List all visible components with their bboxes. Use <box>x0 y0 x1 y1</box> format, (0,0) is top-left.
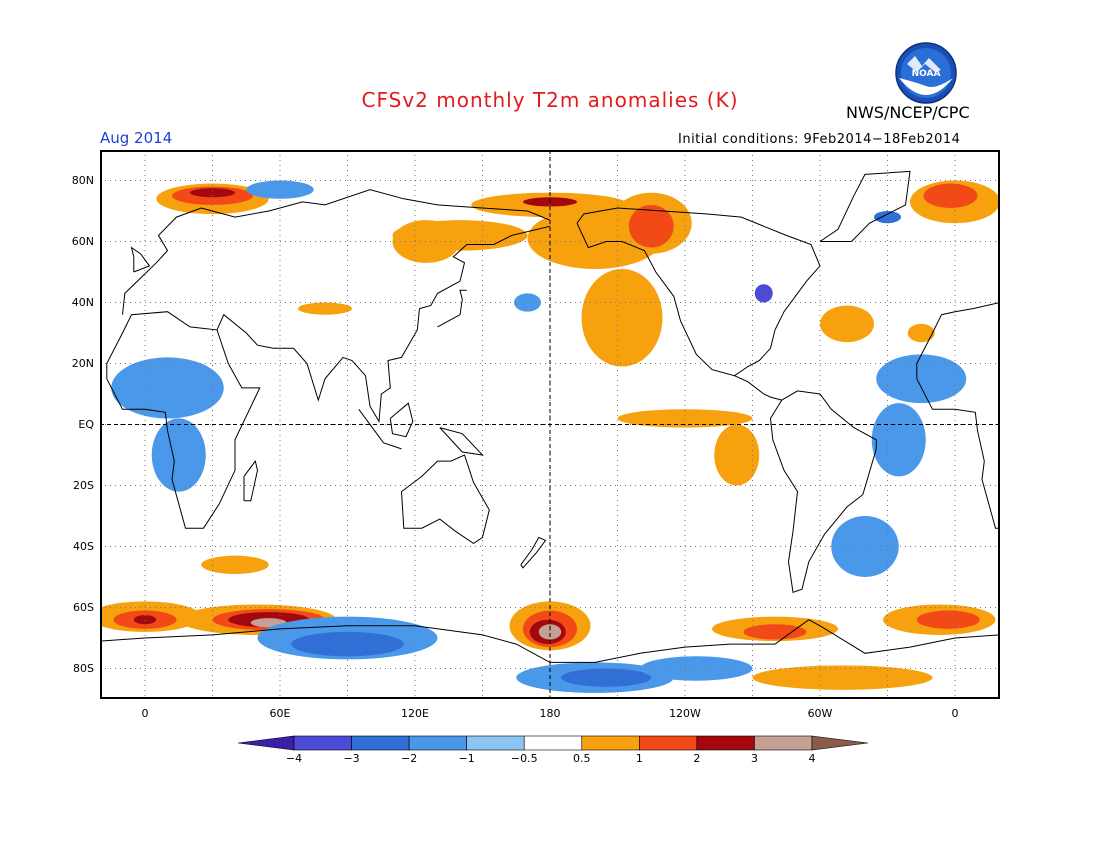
anomaly-region <box>151 418 206 492</box>
anomaly-region <box>916 610 980 629</box>
coastlines <box>100 170 1000 663</box>
colorbar-box <box>408 735 467 751</box>
anomaly-region <box>752 665 933 690</box>
latitude-tick-label: EQ <box>78 417 94 431</box>
colorbar-tick-label: 1 <box>635 752 643 765</box>
initial-conditions-label: Initial conditions: 9Feb2014−18Feb2014 <box>678 132 961 147</box>
coastline <box>520 536 547 569</box>
anomaly-region <box>628 204 674 248</box>
coastline <box>389 402 414 438</box>
latitude-tick-label: 60S <box>73 600 94 614</box>
colorbar-high-triangle <box>811 735 868 751</box>
anomaly-region <box>298 302 352 315</box>
colorbar-box <box>581 735 640 751</box>
anomaly-region <box>561 668 652 687</box>
coastline <box>576 207 821 377</box>
anomaly-region <box>111 357 224 419</box>
coastline <box>734 375 782 401</box>
colorbar-low-triangle <box>238 735 295 751</box>
colorbar-tick-label: 3 <box>750 752 758 765</box>
anomaly-region <box>714 424 760 486</box>
coastline <box>401 454 490 545</box>
colorbar-tick-label: −4 <box>285 752 303 765</box>
anomaly-region <box>820 305 874 343</box>
anomaly-region <box>201 555 269 574</box>
longitude-tick-label: 60W <box>807 707 833 720</box>
longitude-tick-label: 120E <box>401 707 429 720</box>
anomaly-region <box>190 188 235 198</box>
colorbar-tick-label: −0.5 <box>510 752 538 765</box>
latitude-tick-label: 20S <box>73 478 94 492</box>
colorbar-box <box>639 735 698 751</box>
coastline <box>106 311 261 529</box>
anomaly-region <box>617 409 753 428</box>
anomaly-region <box>581 268 663 367</box>
latitude-tick-label: 40N <box>71 295 94 309</box>
coastline <box>122 189 551 315</box>
longitude-tick-label: 120W <box>669 707 701 720</box>
colorbar-box <box>351 735 410 751</box>
colorbar-box <box>466 735 525 751</box>
colorbar-tick-label: 2 <box>693 752 701 765</box>
coastline <box>439 427 484 456</box>
agency-label: NWS/NCEP/CPC <box>846 103 970 122</box>
colorbar-box <box>696 735 755 751</box>
colorbar-tick-label: −2 <box>401 752 418 765</box>
longitude-tick-label: 180 <box>539 707 561 720</box>
latitude-tick-label: 80N <box>71 173 94 187</box>
colorbar-box <box>293 735 352 751</box>
anomaly-region <box>923 183 978 208</box>
coastline <box>437 289 467 328</box>
anomaly-region <box>291 631 404 657</box>
longitude-tick-label: 60E <box>269 707 291 720</box>
latitude-tick-label: 80S <box>73 661 94 675</box>
anomaly-region <box>246 180 314 199</box>
coastline <box>916 302 1000 379</box>
longitude-tick-label: 0 <box>951 707 959 720</box>
colorbar-tick-label: 4 <box>808 752 816 765</box>
anomaly-region <box>538 624 562 640</box>
anomaly-region <box>876 354 967 404</box>
map-title: CFSv2 monthly T2m anomalies (K) <box>361 88 739 112</box>
anomaly-region <box>514 293 541 312</box>
logo-text: NOAA <box>912 69 941 79</box>
coastline <box>130 246 151 273</box>
coastline <box>916 378 1000 529</box>
longitude-tick-label: 0 <box>141 707 149 720</box>
coastline <box>358 409 402 450</box>
coastline <box>243 459 259 502</box>
coastline <box>769 390 877 593</box>
coastline <box>216 225 551 424</box>
anomaly-region <box>133 615 157 625</box>
anomaly-region <box>874 211 901 224</box>
anomaly-region <box>392 220 460 263</box>
colorbar-tick-label: 0.5 <box>573 752 591 765</box>
anomaly-region <box>871 403 926 477</box>
colorbar-box <box>523 735 583 751</box>
colorbar-tick-label: −1 <box>458 752 475 765</box>
colorbar-tick-label: −3 <box>343 752 360 765</box>
anomaly-region <box>907 323 935 343</box>
latitude-tick-label: 40S <box>73 539 94 553</box>
coastline <box>819 170 911 242</box>
anomaly-region <box>743 624 807 640</box>
anomaly-region <box>754 284 773 303</box>
colorbar-box <box>754 735 813 751</box>
noaa-logo: NOAA <box>895 42 957 104</box>
latitude-tick-label: 20N <box>71 356 94 370</box>
anomaly-region <box>640 656 753 681</box>
latitude-tick-label: 60N <box>71 234 94 248</box>
forecast-month-label: Aug 2014 <box>100 129 173 147</box>
coastline <box>100 619 1000 663</box>
colorbar <box>238 735 868 751</box>
anomaly-map <box>100 150 1000 699</box>
